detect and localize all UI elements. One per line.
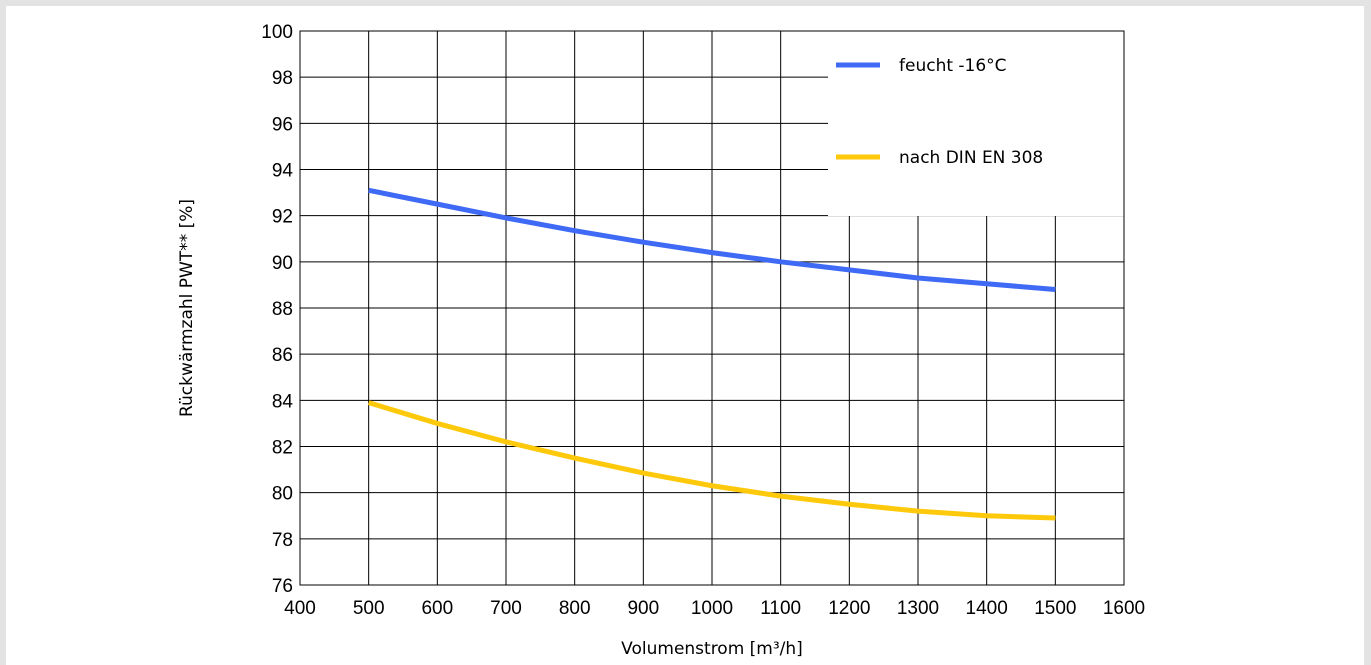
x-tick-label: 1200: [828, 598, 870, 619]
y-tick-label: 98: [272, 68, 293, 89]
y-tick-label: 86: [272, 345, 293, 366]
x-tick-label: 900: [627, 598, 659, 619]
y-tick-label: 100: [261, 22, 293, 43]
y-axis-title: Rückwärmzahl PWT** [%]: [177, 199, 197, 417]
y-tick-label: 96: [272, 114, 293, 135]
legend-background: [828, 31, 1124, 216]
x-tick-label: 500: [353, 598, 385, 619]
x-tick-label: 600: [421, 598, 453, 619]
y-tick-label: 76: [272, 576, 293, 597]
x-tick-label: 1400: [966, 598, 1008, 619]
y-tick-label: 82: [272, 438, 293, 459]
y-tick-label: 78: [272, 530, 293, 551]
y-tick-label: 84: [272, 391, 294, 412]
y-tick-label: 88: [272, 299, 293, 320]
plot-border: [299, 30, 1125, 586]
series-line-1: [368, 187, 1056, 293]
legend-box: [828, 31, 1124, 216]
legend: feucht -16°C nach DIN EN 308: [836, 56, 1043, 168]
y-tick-label: 94: [272, 161, 294, 182]
x-tick-label: 1600: [1103, 598, 1145, 619]
x-axis-title: Volumenstrom [m³/h]: [621, 639, 803, 659]
y-tick-labels: 76 78 80 82 84 86 88 90 92 94 96 98 100: [261, 22, 293, 597]
y-tick-label: 92: [272, 207, 293, 228]
chart-frame: 400 500 600 700 800 900 1000 1100 1200 1300 1400 15…: [6, 6, 1364, 665]
x-tick-label: 1000: [691, 598, 733, 619]
legend-label-1: feucht -16°C: [899, 56, 1007, 76]
x-tick-label: 1300: [897, 598, 939, 619]
x-tick-labels: 400 500 600 700 800 900 1000 1100 1200 1300 1400 15…: [284, 598, 1145, 619]
x-tick-label: 400: [284, 598, 316, 619]
line-chart: 400 500 600 700 800 900 1000 1100 1200 1300 1400 15…: [177, 22, 1145, 659]
series-lines: [367, 187, 1056, 521]
x-tick-label: 1500: [1034, 598, 1076, 619]
y-tick-label: 90: [272, 253, 293, 274]
series-line-2: [367, 400, 1056, 521]
y-tick-label: 80: [272, 484, 293, 505]
x-tick-label: 1100: [760, 598, 801, 619]
legend-label-2: nach DIN EN 308: [899, 148, 1043, 168]
x-tick-label: 700: [490, 598, 522, 619]
x-tick-label: 800: [559, 598, 591, 619]
